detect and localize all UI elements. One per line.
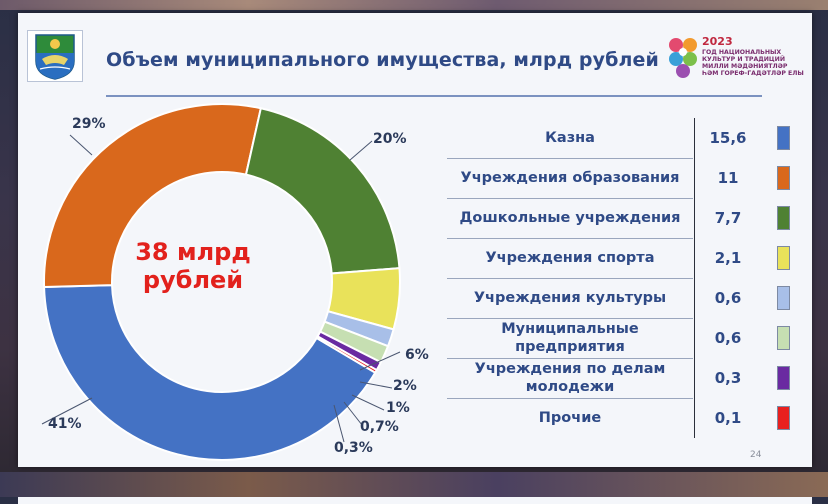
legend-category-line: Казна — [545, 130, 595, 146]
page-title: Объем муниципального имущества, млрд руб… — [106, 49, 659, 71]
legend-value: 0,6 — [714, 329, 742, 347]
legend-row-divider — [447, 318, 693, 319]
leader-line — [41, 397, 93, 425]
slice-percent-label: 29% — [72, 116, 106, 132]
donut-slice — [43, 103, 263, 289]
page-number: 24 — [750, 450, 762, 460]
legend-category-name: Учреждения спорта — [447, 249, 693, 267]
legend-color-swatch — [777, 366, 790, 390]
donut-center-label: 38 млрд рублей — [118, 238, 268, 294]
legend-category-name: Дошкольные учреждения — [447, 209, 693, 227]
leader-line — [69, 134, 93, 156]
legend-color-swatch — [777, 326, 790, 350]
leader-line — [351, 394, 385, 411]
legend-row: Прочие 0,1 — [447, 398, 792, 438]
legend-category-name: Казна — [447, 129, 693, 147]
donut-slice — [43, 284, 377, 461]
legend-row-divider — [447, 158, 693, 159]
legend-row: Учреждения образования 11 — [447, 158, 792, 198]
leader-line — [359, 351, 401, 371]
legend-category-line: Учреждения по делам — [474, 361, 666, 377]
center-label-line-1: 38 млрд — [135, 238, 251, 266]
leader-line — [359, 381, 393, 389]
legend-row: Учреждения спорта 2,1 — [447, 238, 792, 278]
legend-color-swatch — [777, 166, 790, 190]
legend-category-line: Учреждения культуры — [473, 290, 667, 306]
legend-color-swatch — [777, 246, 790, 270]
slice-percent-label: 1% — [386, 400, 410, 416]
donut-slice — [315, 335, 379, 374]
logo-line-4: ҺӘМ ГОРЕФ-ГАДӘТЛӘР ЕЛЫ — [702, 70, 804, 77]
legend-category-name: Муниципальные предприятия — [447, 320, 693, 356]
slice-percent-label: 41% — [48, 416, 82, 432]
legend-row: Казна 15,6 — [447, 118, 792, 158]
legend-row: Учреждения культуры 0,6 — [447, 278, 792, 318]
slice-percent-label: 0,7% — [360, 419, 399, 435]
legend-row-divider — [447, 278, 693, 279]
logo-line-3: МИЛЛИ МӘДӘНИЯТЛӘР — [702, 63, 788, 70]
legend-value: 15,6 — [709, 129, 747, 147]
legend-category-name: Учреждения образования — [447, 169, 693, 187]
legend-color-swatch — [777, 286, 790, 310]
legend-row-divider — [447, 198, 693, 199]
ornament-flower-icon — [669, 38, 697, 78]
slice-percent-label: 20% — [373, 131, 407, 147]
title-divider — [106, 95, 762, 97]
leader-line — [333, 404, 345, 443]
legend-category-line: Дошкольные учреждения — [459, 210, 681, 226]
legend-value: 7,7 — [714, 209, 742, 227]
legend-category-line: Прочие — [538, 410, 602, 426]
legend-category-name: Учреждения культуры — [447, 289, 693, 307]
legend-value: 0,6 — [714, 289, 742, 307]
legend-category-line: молодежи — [525, 379, 615, 395]
legend-color-swatch — [777, 126, 790, 150]
legend-value: 0,1 — [714, 409, 742, 427]
legend-row: Учреждения по делам молодежи 0,3 — [447, 358, 792, 398]
year-of-cultures-logo: 2023 ГОД НАЦИОНАЛЬНЫХ КУЛЬТУР И ТРАДИЦИЙ… — [666, 35, 812, 85]
background-city-strip-bottom — [0, 472, 828, 497]
legend-color-swatch — [777, 206, 790, 230]
legend-row-divider — [447, 358, 693, 359]
center-label-line-2: рублей — [142, 266, 244, 294]
slice-percent-label: 6% — [405, 347, 429, 363]
legend-category-line: Учреждения спорта — [485, 250, 655, 266]
legend-category-name: Прочие — [447, 409, 693, 427]
legend-color-swatch — [777, 406, 790, 430]
legend-category-line: Учреждения образования — [460, 170, 680, 186]
slice-percent-label: 2% — [393, 378, 417, 394]
legend-column-divider — [694, 118, 695, 438]
legend-category-name: Учреждения по делам молодежи — [447, 360, 693, 396]
leader-line — [349, 140, 373, 161]
legend-row: Муниципальные предприятия 0,6 — [447, 318, 792, 358]
legend-value: 2,1 — [714, 249, 742, 267]
legend-row-divider — [447, 238, 693, 239]
logo-year: 2023 — [702, 35, 733, 48]
city-emblem-icon — [27, 30, 83, 82]
background-city-strip-top — [0, 0, 828, 10]
logo-line-2: КУЛЬТУР И ТРАДИЦИЙ — [702, 56, 786, 63]
slice-percent-label: 0,3% — [334, 440, 373, 456]
legend-category-line: предприятия — [515, 339, 625, 355]
legend-value: 11 — [717, 169, 739, 187]
legend-category-line: Муниципальные — [501, 321, 639, 337]
leader-line — [343, 401, 363, 426]
legend-row: Дошкольные учреждения 7,7 — [447, 198, 792, 238]
legend-value: 0,3 — [714, 369, 742, 387]
legend-row-divider — [447, 398, 693, 399]
logo-line-1: ГОД НАЦИОНАЛЬНЫХ — [702, 49, 782, 56]
